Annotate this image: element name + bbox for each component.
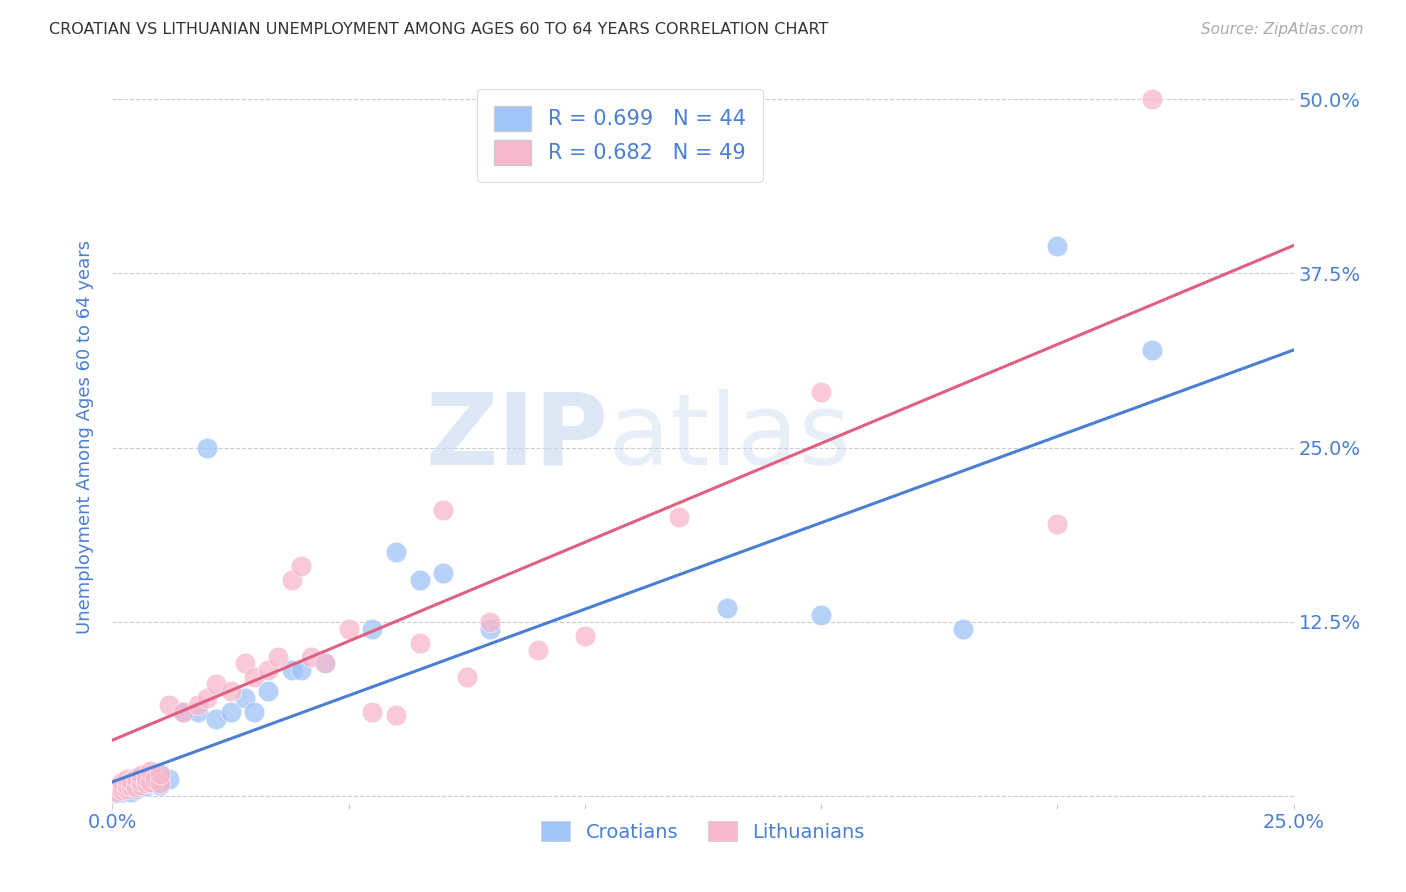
Point bbox=[172, 705, 194, 719]
Point bbox=[668, 510, 690, 524]
Point bbox=[299, 649, 322, 664]
Point bbox=[149, 776, 172, 790]
Point bbox=[314, 657, 336, 671]
Point bbox=[111, 779, 134, 793]
Point bbox=[115, 781, 138, 796]
Point bbox=[111, 779, 134, 793]
Point bbox=[149, 778, 172, 792]
Text: ZIP: ZIP bbox=[426, 389, 609, 485]
Point bbox=[526, 642, 548, 657]
Point bbox=[456, 670, 478, 684]
Point bbox=[115, 783, 138, 797]
Point bbox=[243, 670, 266, 684]
Point bbox=[257, 684, 280, 698]
Point bbox=[105, 786, 128, 800]
Point bbox=[479, 615, 502, 629]
Point bbox=[120, 779, 142, 793]
Point bbox=[135, 773, 157, 788]
Point bbox=[1140, 343, 1163, 357]
Point bbox=[267, 649, 290, 664]
Point bbox=[195, 691, 218, 706]
Legend: Croatians, Lithuanians: Croatians, Lithuanians bbox=[531, 812, 875, 852]
Point bbox=[952, 622, 974, 636]
Point bbox=[1046, 517, 1069, 532]
Point bbox=[105, 780, 128, 795]
Point bbox=[115, 778, 138, 792]
Point bbox=[716, 600, 738, 615]
Point bbox=[408, 573, 430, 587]
Point bbox=[385, 545, 408, 559]
Point bbox=[432, 566, 454, 580]
Point bbox=[408, 635, 430, 649]
Text: atlas: atlas bbox=[609, 389, 851, 485]
Point bbox=[810, 607, 832, 622]
Point bbox=[186, 705, 208, 719]
Point bbox=[125, 772, 148, 786]
Point bbox=[385, 708, 408, 723]
Point bbox=[129, 775, 152, 789]
Point bbox=[129, 778, 152, 792]
Point bbox=[243, 705, 266, 719]
Point bbox=[125, 771, 148, 785]
Y-axis label: Unemployment Among Ages 60 to 64 years: Unemployment Among Ages 60 to 64 years bbox=[76, 240, 94, 634]
Point bbox=[361, 622, 384, 636]
Point bbox=[205, 712, 228, 726]
Point bbox=[129, 768, 152, 782]
Point bbox=[810, 384, 832, 399]
Point bbox=[1046, 238, 1069, 252]
Point bbox=[120, 773, 142, 788]
Point bbox=[219, 705, 242, 719]
Point bbox=[233, 691, 256, 706]
Point bbox=[257, 664, 280, 678]
Point bbox=[125, 781, 148, 796]
Point bbox=[432, 503, 454, 517]
Point bbox=[139, 771, 162, 785]
Text: CROATIAN VS LITHUANIAN UNEMPLOYMENT AMONG AGES 60 TO 64 YEARS CORRELATION CHART: CROATIAN VS LITHUANIAN UNEMPLOYMENT AMON… bbox=[49, 22, 828, 37]
Point bbox=[120, 776, 142, 790]
Point bbox=[111, 783, 134, 797]
Point bbox=[139, 776, 162, 790]
Point bbox=[1140, 92, 1163, 106]
Point bbox=[479, 622, 502, 636]
Point bbox=[361, 705, 384, 719]
Point bbox=[135, 776, 157, 790]
Point bbox=[281, 573, 304, 587]
Point bbox=[233, 657, 256, 671]
Point bbox=[111, 785, 134, 799]
Point bbox=[129, 773, 152, 788]
Point bbox=[115, 778, 138, 792]
Point bbox=[139, 764, 162, 778]
Point bbox=[120, 785, 142, 799]
Point bbox=[157, 698, 180, 713]
Point bbox=[125, 778, 148, 792]
Point bbox=[281, 664, 304, 678]
Point bbox=[172, 705, 194, 719]
Point bbox=[129, 780, 152, 795]
Point bbox=[219, 684, 242, 698]
Point bbox=[135, 779, 157, 793]
Point bbox=[290, 664, 312, 678]
Point bbox=[157, 772, 180, 786]
Point bbox=[149, 768, 172, 782]
Point bbox=[195, 441, 218, 455]
Point bbox=[135, 771, 157, 785]
Point bbox=[105, 783, 128, 797]
Point bbox=[115, 772, 138, 786]
Point bbox=[139, 775, 162, 789]
Point bbox=[205, 677, 228, 691]
Point bbox=[186, 698, 208, 713]
Point bbox=[314, 657, 336, 671]
Point bbox=[290, 558, 312, 573]
Text: Source: ZipAtlas.com: Source: ZipAtlas.com bbox=[1201, 22, 1364, 37]
Point bbox=[143, 775, 166, 789]
Point bbox=[115, 780, 138, 795]
Point bbox=[111, 775, 134, 789]
Point bbox=[149, 766, 172, 780]
Point bbox=[111, 781, 134, 796]
Point bbox=[337, 622, 360, 636]
Point bbox=[143, 772, 166, 786]
Point bbox=[574, 629, 596, 643]
Point bbox=[105, 785, 128, 799]
Point bbox=[125, 780, 148, 795]
